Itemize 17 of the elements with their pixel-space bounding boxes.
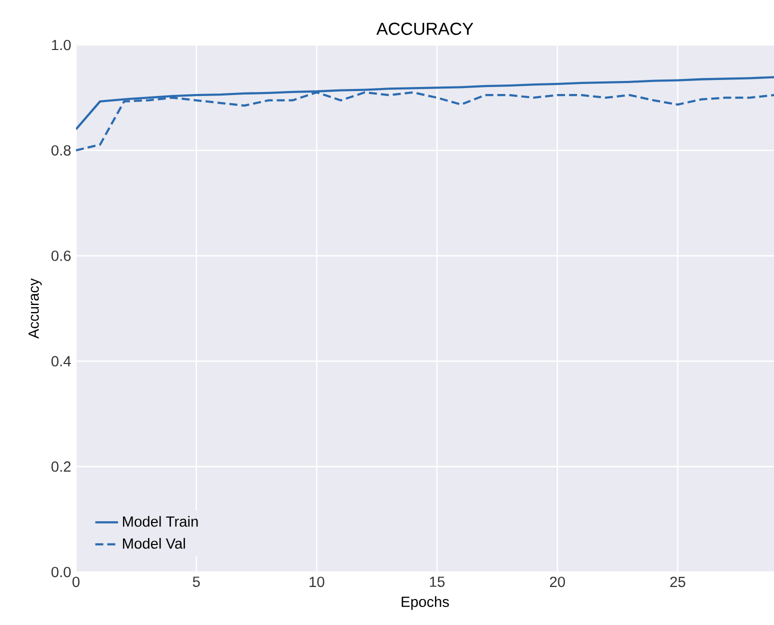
x-tick-label: 25 (670, 576, 686, 588)
x-tick-label: 20 (550, 576, 565, 588)
y-axis-title: Accuracy (28, 278, 42, 339)
y-tick-label: 1.0 (52, 40, 71, 50)
x-tick-label: 15 (430, 576, 445, 587)
y-tick-label: 0.8 (51, 145, 71, 156)
legend-label: Model Val (123, 538, 185, 549)
chart-title: ACCURACY (376, 22, 474, 35)
y-tick-label: 0.0 (51, 566, 71, 578)
y-tick-label: 0.4 (51, 356, 71, 366)
x-tick-label: 5 (192, 576, 200, 587)
y-tick-label: 0.6 (51, 250, 71, 261)
x-tick-label: 0 (72, 576, 80, 588)
x-tick-label: 10 (310, 576, 324, 588)
legend-label: Model Train (123, 516, 198, 527)
x-axis-title: Epochs (402, 596, 449, 610)
y-tick-label: 0.2 (51, 461, 71, 472)
